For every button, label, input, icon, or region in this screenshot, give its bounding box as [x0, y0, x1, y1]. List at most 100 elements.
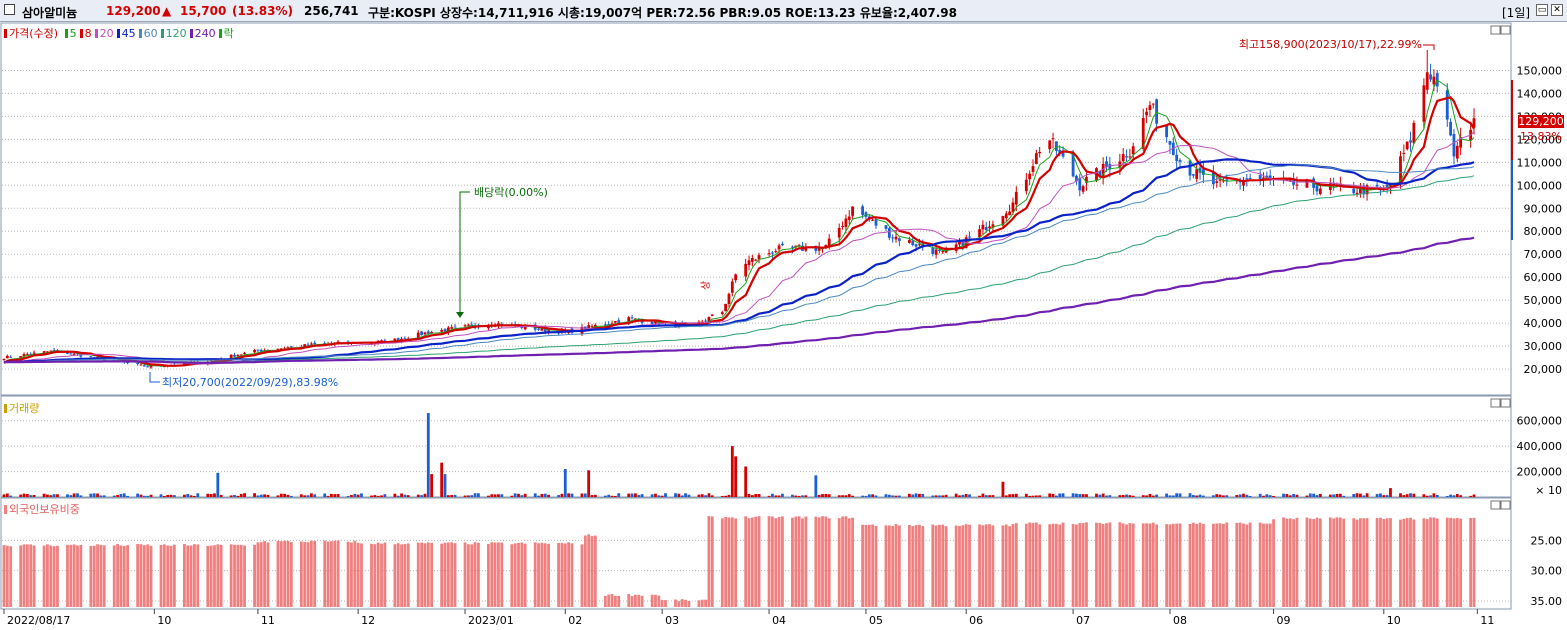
foreign-bar — [1312, 519, 1316, 607]
volume-bar — [1188, 493, 1192, 497]
candle-body — [1245, 178, 1249, 180]
volume-bar — [1352, 494, 1356, 497]
volume-bar — [523, 493, 527, 497]
foreign-bar — [1178, 523, 1182, 607]
candle-body — [1195, 169, 1199, 179]
volume-bar — [827, 494, 831, 497]
foreign-bar — [236, 544, 240, 607]
volume-bar — [1399, 493, 1402, 497]
volume-bar — [19, 494, 23, 497]
volume-bar — [1432, 493, 1436, 497]
period-button[interactable]: [1일] — [1502, 6, 1531, 20]
foreign-bar — [1405, 518, 1409, 607]
foreign-bar — [1292, 519, 1295, 607]
foreign-bar — [827, 518, 831, 607]
volume-bar — [159, 494, 163, 497]
volume-bar — [497, 494, 500, 497]
candle-body — [1405, 141, 1409, 150]
volume-bar — [1272, 495, 1275, 497]
candle-body — [233, 354, 236, 357]
volume-bar — [824, 493, 828, 497]
foreign-bar — [1308, 518, 1312, 607]
foreign-bar — [239, 544, 243, 607]
max-arrow-icon — [1423, 44, 1435, 50]
volume-bar — [149, 494, 153, 497]
volume-bar — [944, 494, 948, 497]
candle-body — [19, 356, 23, 358]
foreign-bar — [136, 544, 140, 607]
candle-body — [1212, 172, 1215, 185]
volume-bar — [1178, 493, 1182, 497]
foreign-bar — [1078, 523, 1082, 607]
volume-bar — [336, 493, 340, 497]
foreign-bar — [841, 516, 844, 607]
candle-body — [136, 362, 140, 364]
volume-bar — [306, 495, 310, 497]
candle-body — [1105, 161, 1108, 167]
foreign-bar — [139, 544, 143, 607]
candle-body — [309, 343, 313, 345]
foreign-bar — [209, 545, 213, 607]
volume-bar — [162, 495, 166, 497]
candle-body — [1365, 185, 1369, 195]
foreign-bar — [821, 516, 824, 607]
volume-bar — [1151, 495, 1155, 497]
foreign-bar — [373, 544, 377, 607]
volume-bar — [1085, 494, 1088, 497]
candle-body — [978, 229, 981, 238]
foreign-bar — [1342, 518, 1346, 607]
candle-body — [42, 351, 46, 354]
volume-bar — [610, 495, 614, 497]
foreign-bar — [1058, 524, 1062, 607]
volume-bar — [1051, 493, 1055, 497]
foreign-bar — [1422, 518, 1426, 607]
select-checkbox[interactable] — [4, 4, 15, 15]
foreign-bar — [1151, 522, 1155, 607]
x-tick-label: 12 — [361, 614, 375, 627]
candle-body — [1305, 180, 1309, 188]
volume-bar — [720, 495, 724, 497]
x-tick-label: 11 — [1480, 614, 1494, 627]
volume-bar — [446, 495, 450, 497]
foreign-bar — [1425, 519, 1429, 607]
foreign-bar — [166, 545, 170, 607]
volume-bar — [1004, 495, 1008, 497]
foreign-bar — [42, 545, 46, 607]
candle-body — [470, 324, 474, 326]
volume-bar — [1385, 495, 1389, 497]
candle-body — [918, 244, 921, 246]
foreign-bar — [1141, 523, 1145, 607]
volume-bar — [2, 494, 6, 497]
foreign-bar — [1095, 522, 1098, 607]
candle-body — [894, 236, 898, 240]
volume-bar — [968, 494, 971, 497]
candle-body — [1459, 137, 1463, 148]
candle-body — [777, 245, 781, 250]
candle-body — [1285, 179, 1289, 181]
window-close-icon[interactable]: ✕ — [1551, 4, 1563, 16]
candle-body — [907, 240, 911, 243]
foreign-bar — [330, 541, 333, 607]
volume-bar — [847, 494, 851, 497]
foreign-bar — [276, 540, 280, 607]
volume-bar — [804, 495, 808, 497]
foreign-bar — [286, 540, 290, 607]
volume-bar — [122, 493, 126, 497]
foreign-bar — [607, 594, 611, 607]
window-restore-icon[interactable]: ▭ — [1536, 4, 1548, 16]
foreign-bar — [1265, 523, 1269, 607]
foreign-bar — [360, 543, 363, 607]
foreign-bar — [630, 596, 634, 607]
foreign-bar — [1355, 519, 1359, 607]
candle-body — [1178, 160, 1182, 162]
foreign-bar — [256, 542, 260, 607]
foreign-bar — [1258, 522, 1262, 607]
foreign-bar — [978, 524, 981, 607]
candle-body — [139, 364, 143, 366]
volume-bar — [660, 495, 664, 497]
volume-bar — [918, 493, 921, 497]
y-axis: 20,000 30,000 40,000 50,000 60,000 70,000 80,0… — [1511, 64, 1562, 608]
foreign-bar — [774, 518, 778, 607]
candle-body — [891, 237, 895, 239]
stock-chart[interactable]: 20,000 30,000 40,000 50,000 60,000 70,000 80,0… — [0, 22, 1567, 630]
